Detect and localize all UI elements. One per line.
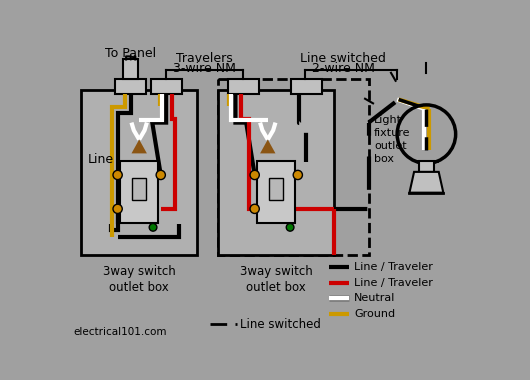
Circle shape	[156, 170, 165, 180]
Text: Line: Line	[87, 153, 114, 166]
Text: 3way switch
outlet box: 3way switch outlet box	[103, 265, 175, 294]
Circle shape	[113, 204, 122, 214]
Polygon shape	[131, 139, 147, 154]
Bar	[218, 90, 334, 255]
Text: Light
fixture
outlet
box: Light fixture outlet box	[374, 115, 411, 164]
Text: Line / Traveler: Line / Traveler	[354, 262, 433, 272]
Text: 3-wire NM: 3-wire NM	[173, 62, 236, 75]
Text: Line switched: Line switched	[240, 318, 321, 331]
Bar	[228, 79, 259, 94]
Text: Line / Traveler: Line / Traveler	[354, 278, 433, 288]
Bar	[291, 79, 322, 94]
Circle shape	[250, 204, 259, 214]
Bar	[269, 178, 283, 200]
Text: To Panel: To Panel	[105, 47, 156, 60]
Circle shape	[293, 170, 303, 180]
Polygon shape	[410, 172, 443, 193]
Text: electrical101.com: electrical101.com	[74, 327, 167, 337]
Bar	[123, 59, 138, 79]
Bar	[257, 161, 296, 223]
Bar	[151, 79, 182, 94]
Text: Ground: Ground	[354, 309, 395, 318]
Bar	[120, 161, 158, 223]
Bar	[82, 90, 197, 255]
Text: Line switched: Line switched	[301, 52, 386, 65]
Text: 3way switch
outlet box: 3way switch outlet box	[240, 265, 313, 294]
Circle shape	[250, 170, 259, 180]
Polygon shape	[260, 139, 276, 154]
Circle shape	[286, 223, 294, 231]
Bar	[116, 79, 146, 94]
Bar	[419, 161, 434, 172]
Circle shape	[149, 223, 157, 231]
Text: Neutral: Neutral	[354, 293, 395, 303]
Text: 2-wire NM: 2-wire NM	[312, 62, 375, 75]
Bar	[218, 79, 369, 255]
Text: Travelers: Travelers	[176, 52, 233, 65]
Bar	[132, 178, 146, 200]
Circle shape	[113, 170, 122, 180]
